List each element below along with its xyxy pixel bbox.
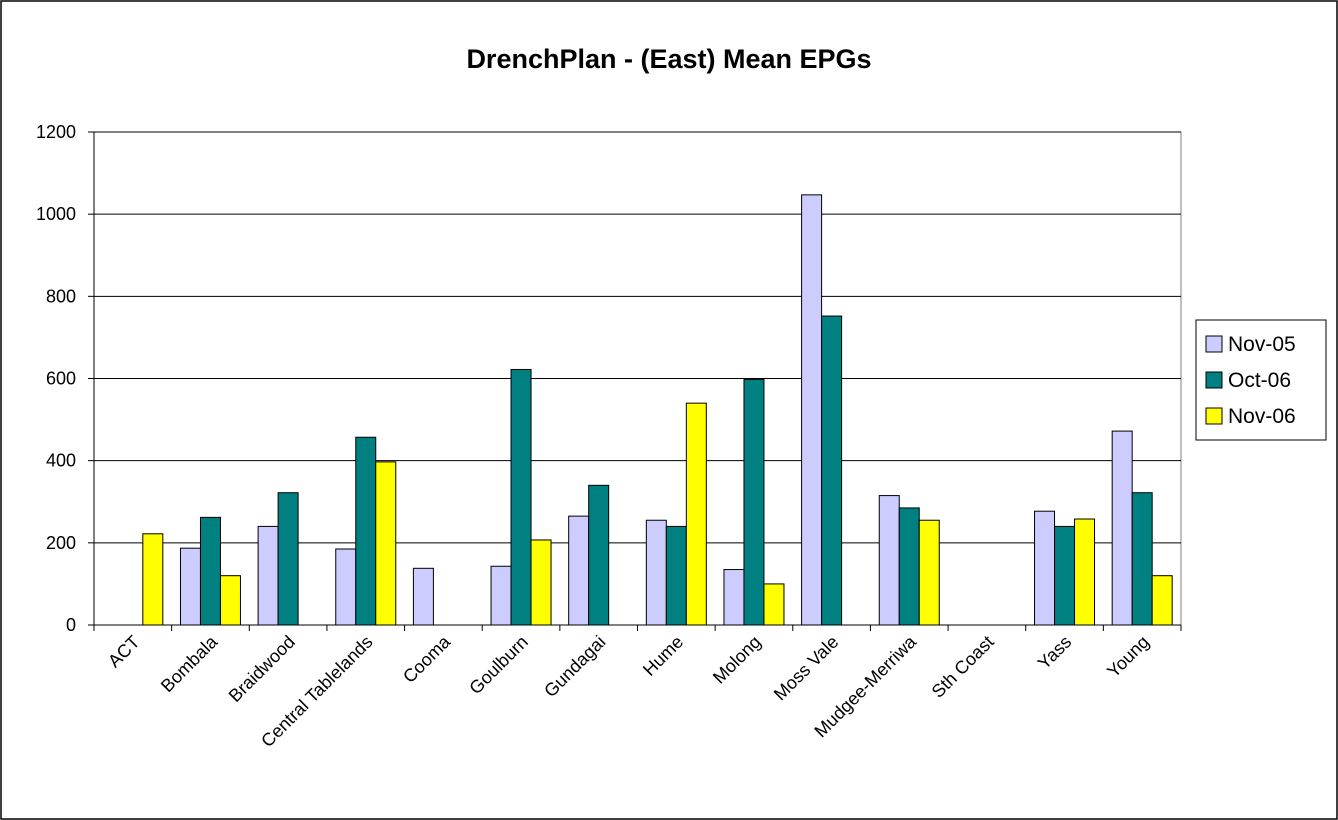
bar-nov-05-yass (1034, 510, 1056, 626)
bar-oct-06-young (1131, 492, 1153, 626)
bar-nov-05-young (1111, 430, 1133, 626)
bar-oct-06-molong (743, 378, 765, 626)
bar-oct-06-gundagai (588, 484, 610, 626)
y-tick-label: 400 (46, 451, 76, 471)
bar-nov-05-gundagai (568, 515, 590, 626)
bar-nov-06-molong (763, 583, 785, 626)
bar-nov-05-goulburn (490, 565, 512, 626)
bar-oct-06-central-tablelands (355, 436, 377, 626)
bar-nov-06-central-tablelands (375, 461, 397, 626)
chart-title: DrenchPlan - (East) Mean EPGs (466, 44, 871, 74)
bar-nov-06-young (1151, 575, 1173, 626)
legend-label: Nov-05 (1228, 333, 1296, 356)
bar-nov-05-moss-vale (801, 194, 823, 626)
legend-swatch (1205, 335, 1223, 353)
y-tick-label: 1200 (36, 122, 76, 142)
bar-nov-05-molong (723, 569, 745, 626)
bar-oct-06-moss-vale (821, 315, 843, 626)
bar-nov-05-braidwood (257, 525, 279, 626)
bar-oct-06-mudgee-merriwa (898, 507, 920, 626)
bar-oct-06-yass (1054, 525, 1076, 626)
bar-nov-05-mudgee-merriwa (878, 495, 900, 626)
bar-oct-06-hume (665, 525, 687, 626)
bar-nov-06-act (142, 533, 164, 626)
bar-nov-05-central-tablelands (335, 548, 357, 626)
bar-nov-06-goulburn (530, 539, 552, 626)
y-tick-label: 200 (46, 533, 76, 553)
bar-oct-06-braidwood (277, 492, 299, 626)
legend: Nov-05 Oct-06 Nov-06 (1195, 319, 1327, 441)
bar-nov-06-mudgee-merriwa (918, 519, 940, 626)
legend-label: Nov-06 (1228, 405, 1296, 428)
bar-oct-06-goulburn (510, 368, 532, 626)
y-tick-label: 1000 (36, 204, 76, 224)
y-tick-label: 0 (66, 615, 76, 635)
legend-label: Oct-06 (1228, 369, 1291, 392)
legend-swatch (1205, 371, 1223, 389)
bar-nov-05-hume (645, 519, 667, 626)
legend-swatch (1205, 407, 1223, 425)
bar-nov-05-cooma (412, 567, 434, 626)
bar-oct-06-bombala (199, 516, 221, 626)
y-tick-label: 800 (46, 286, 76, 306)
bar-nov-05-bombala (179, 547, 201, 626)
bar-nov-06-yass (1074, 518, 1096, 626)
bar-nov-06-bombala (219, 575, 241, 626)
bar-nov-06-hume (685, 402, 707, 626)
y-tick-label: 600 (46, 369, 76, 389)
